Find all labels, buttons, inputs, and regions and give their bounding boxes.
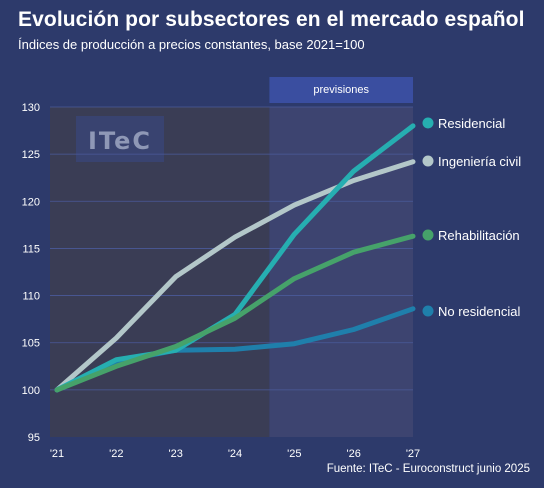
- itec-logo-text: ITeC: [88, 127, 152, 155]
- x-axis: '21 '22 '23 '24 '25 '26 '27: [50, 448, 420, 460]
- legend-item: Ingeniería civil: [422, 154, 521, 169]
- x-tick-label: '27: [406, 448, 420, 460]
- legend-label: Residencial: [438, 116, 505, 131]
- legend-marker: [422, 155, 434, 167]
- legend-marker: [422, 117, 434, 129]
- legend-label: No residencial: [438, 304, 520, 319]
- x-tick-label: '26: [346, 448, 360, 460]
- y-tick-label: 130: [22, 102, 40, 114]
- series-line-rehabilitaci-n: [54, 233, 416, 393]
- series-line-residencial: [54, 123, 416, 393]
- legend-item: Residencial: [422, 116, 505, 131]
- legend-marker: [422, 305, 434, 317]
- forecast-period-area: [269, 107, 413, 437]
- y-tick-label: 105: [22, 338, 40, 350]
- y-tick-label: 115: [22, 243, 40, 255]
- source-note: Fuente: ITeC - Euroconstruct junio 2025: [326, 463, 530, 475]
- y-tick-label: 100: [22, 385, 40, 397]
- x-tick-label: '21: [50, 448, 64, 460]
- itec-logo: ITeC: [76, 116, 164, 162]
- y-tick-label: 125: [22, 149, 40, 161]
- chart-subtitle: Índices de producción a precios constant…: [18, 37, 365, 52]
- y-tick-label: 120: [22, 196, 40, 208]
- legend-item: No residencial: [422, 304, 520, 319]
- forecast-band-label: previsiones: [313, 84, 369, 96]
- series-line-ingenier-a-civil: [54, 159, 416, 393]
- x-tick-label: '25: [287, 448, 301, 460]
- legend-label: Rehabilitación: [438, 228, 520, 243]
- y-axis: 95 100 105 110 115 120 125 130: [22, 102, 40, 444]
- y-tick-label: 95: [28, 432, 40, 444]
- series-lines: [54, 123, 416, 393]
- legend-marker: [422, 229, 434, 241]
- y-tick-label: 110: [22, 291, 40, 303]
- legend-label: Ingeniería civil: [438, 154, 521, 169]
- x-tick-label: '23: [168, 448, 182, 460]
- forecast-band: [269, 77, 413, 103]
- x-tick-label: '24: [228, 448, 242, 460]
- chart-title: Evolución por subsectores en el mercado …: [18, 8, 525, 31]
- legend-item: Rehabilitación: [422, 228, 520, 243]
- x-tick-label: '22: [109, 448, 123, 460]
- legend: Residencial Ingeniería civil Rehabilitació…: [422, 116, 521, 319]
